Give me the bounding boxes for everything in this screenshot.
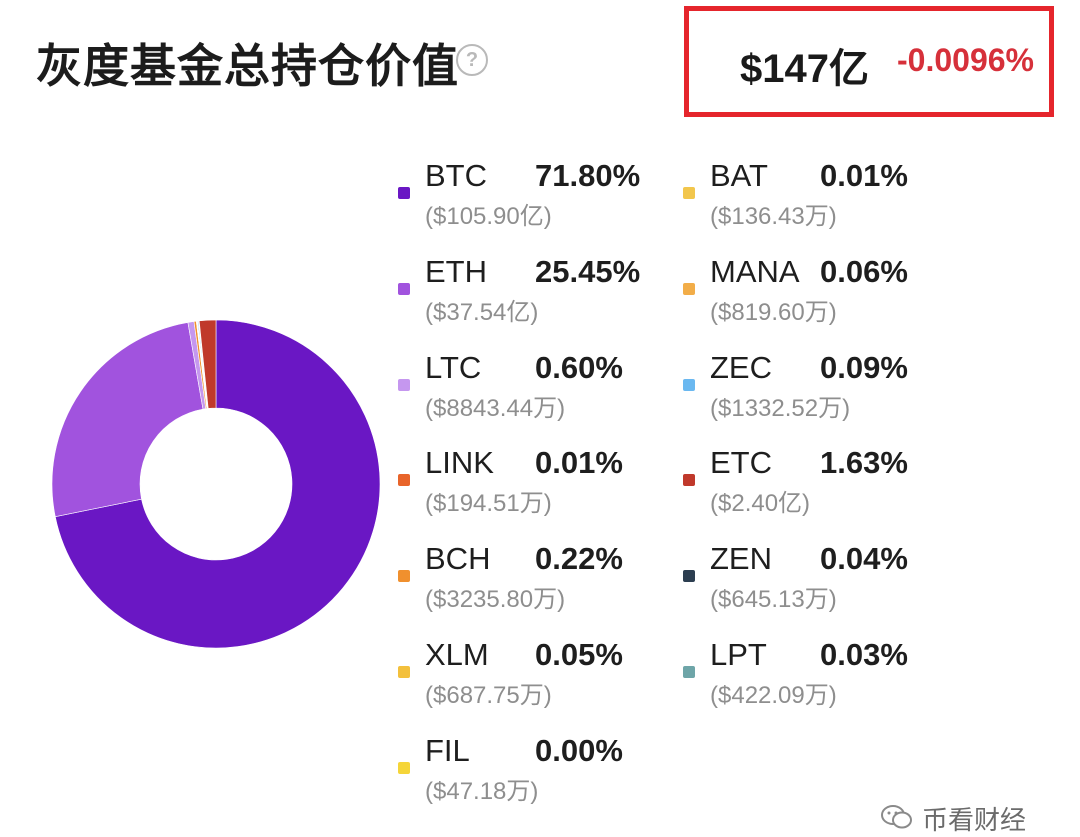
legend-item-bat[interactable]: BAT 0.01% ($136.43万) <box>683 158 923 238</box>
legend-symbol: FIL <box>425 732 470 768</box>
legend-item-btc[interactable]: BTC 71.80% ($105.90亿) <box>398 158 641 238</box>
legend-swatch <box>398 666 410 678</box>
legend-item-mana[interactable]: MANA 0.06% ($819.60万) <box>683 254 923 334</box>
legend-percent: 25.45% <box>535 253 641 289</box>
wechat-icon <box>881 805 912 829</box>
legend-swatch <box>398 187 410 199</box>
donut-slice-btc[interactable] <box>54 319 381 649</box>
legend-amount: ($105.90亿) <box>425 203 552 230</box>
legend-swatch <box>683 282 695 295</box>
legend-amount: ($422.09万) <box>710 682 837 709</box>
legend-item-etc[interactable]: ETC 1.63% ($2.40亿) <box>683 445 923 525</box>
legend-percent: 0.06% <box>820 253 908 289</box>
legend-item-eth[interactable]: ETH 25.45% ($37.54亿) <box>398 253 641 334</box>
legend-item-zen[interactable]: ZEN 0.04% ($645.13万) <box>683 541 923 621</box>
legend-swatch <box>398 378 410 391</box>
legend-amount: ($645.13万) <box>710 586 837 614</box>
legend-amount: ($37.54亿) <box>425 298 539 326</box>
legend-symbol: MANA <box>710 253 800 289</box>
legend-percent: 71.80% <box>535 158 641 193</box>
legend-amount: ($687.75万) <box>425 682 552 709</box>
legend-swatch <box>683 666 695 678</box>
legend-percent: 0.22% <box>535 541 623 577</box>
legend-item-ltc[interactable]: LTC 0.60% ($8843.44万) <box>398 350 638 430</box>
holdings-donut-chart <box>51 319 381 649</box>
legend-percent: 0.05% <box>535 637 623 672</box>
legend-percent: 0.03% <box>820 637 908 672</box>
donut-slice-etc[interactable] <box>198 319 217 409</box>
legend-symbol: ETH <box>425 253 487 289</box>
legend-amount: ($194.51万) <box>425 490 552 518</box>
legend-amount: ($2.40亿) <box>710 490 811 518</box>
legend-swatch <box>398 474 410 487</box>
legend-item-fil[interactable]: FIL 0.00% ($47.18万) <box>398 733 638 813</box>
legend-symbol: XLM <box>425 637 489 672</box>
total-change-percent: -0.0096% <box>897 42 1034 78</box>
page-title: 灰度基金总持仓价值 <box>36 40 459 92</box>
legend-symbol: ZEC <box>710 349 772 385</box>
legend-item-lpt[interactable]: LPT 0.03% ($422.09万) <box>683 637 923 717</box>
legend-swatch <box>683 474 695 487</box>
legend-swatch <box>398 282 410 295</box>
help-icon[interactable]: ? <box>456 44 488 76</box>
legend-symbol: BCH <box>425 541 491 577</box>
legend-symbol: BTC <box>425 158 487 193</box>
watermark-text: 币看财经 <box>922 805 1027 835</box>
legend-symbol: LTC <box>425 349 482 385</box>
legend-item-bch[interactable]: BCH 0.22% ($3235.80万) <box>398 541 638 621</box>
legend-symbol: LPT <box>710 637 767 672</box>
legend-symbol: ETC <box>710 445 772 481</box>
legend-percent: 0.04% <box>820 541 908 577</box>
legend-amount: ($8843.44万) <box>425 394 566 422</box>
legend-symbol: BAT <box>710 158 768 193</box>
legend-percent: 0.00% <box>535 732 623 768</box>
legend-symbol: LINK <box>425 445 494 481</box>
legend-swatch <box>683 378 695 391</box>
legend-percent: 0.01% <box>535 445 623 481</box>
legend-swatch <box>683 570 695 583</box>
legend-percent: 0.09% <box>820 349 908 385</box>
total-value-highlight-box <box>684 6 1054 117</box>
legend-amount: ($136.43万) <box>710 203 837 230</box>
legend-item-link[interactable]: LINK 0.01% ($194.51万) <box>398 445 638 525</box>
legend-swatch <box>398 761 410 774</box>
donut-slice-eth[interactable] <box>51 322 204 518</box>
legend-amount: ($3235.80万) <box>425 586 566 614</box>
legend-symbol: ZEN <box>710 541 772 577</box>
legend-swatch <box>398 570 410 583</box>
legend-percent: 1.63% <box>820 445 908 481</box>
legend-amount: ($1332.52万) <box>710 394 851 422</box>
legend-item-xlm[interactable]: XLM 0.05% ($687.75万) <box>398 637 638 717</box>
legend-swatch <box>683 187 695 199</box>
legend-item-zec[interactable]: ZEC 0.09% ($1332.52万) <box>683 350 923 430</box>
legend-amount: ($47.18万) <box>425 777 539 805</box>
legend-percent: 0.60% <box>535 349 623 385</box>
legend-amount: ($819.60万) <box>710 298 837 326</box>
total-holdings-value: $147亿 <box>740 47 869 91</box>
legend-percent: 0.01% <box>820 158 908 193</box>
